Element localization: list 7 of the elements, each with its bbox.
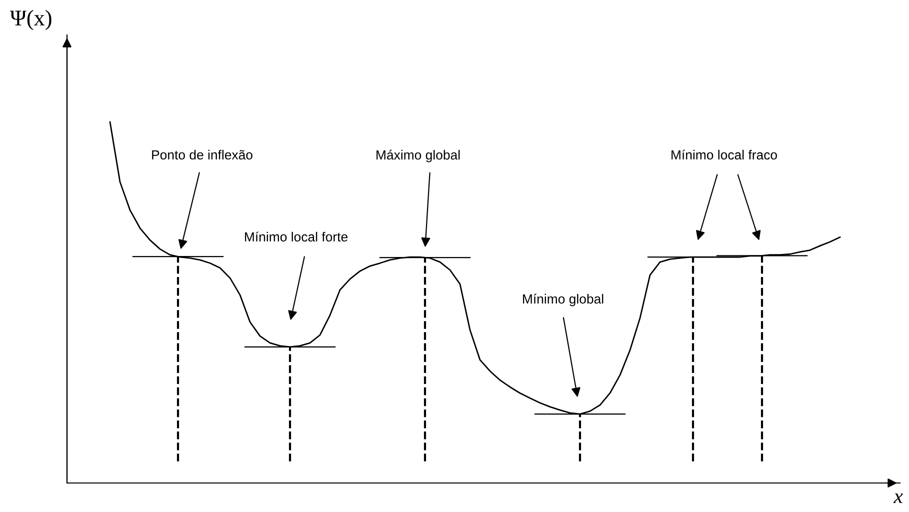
annotation: Ponto de inflexão [152, 150, 252, 160]
annotation: Mínimo global [523, 294, 604, 306]
annotation: Mínimo local fraco [672, 150, 777, 160]
annotation: Máximo global [376, 150, 460, 162]
x-axis-title: x [894, 493, 903, 504]
annotation: Mínimo local forte [245, 232, 348, 242]
y-axis-title: Ψ(x) [10, 10, 52, 30]
